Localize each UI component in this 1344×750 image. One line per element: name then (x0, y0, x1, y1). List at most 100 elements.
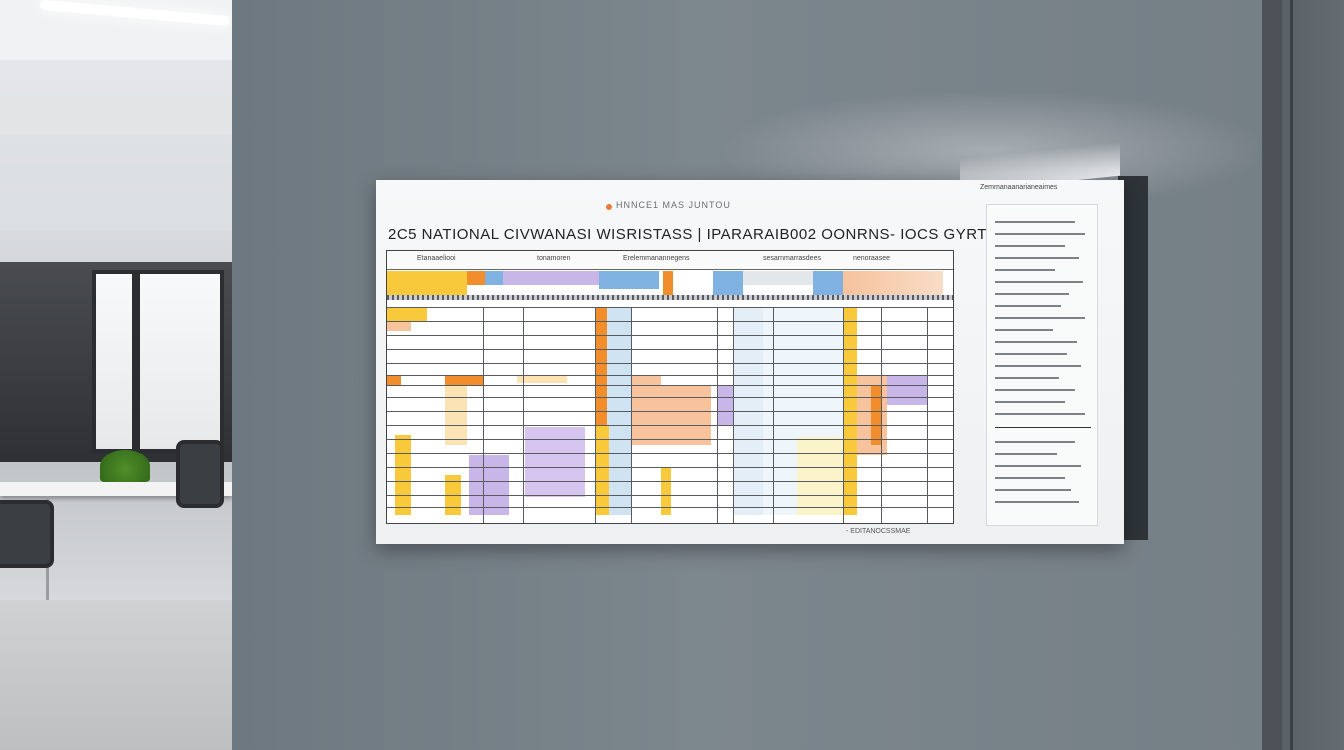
col-line (523, 307, 524, 523)
band-blue (485, 271, 503, 285)
cell-block (661, 385, 711, 445)
cell-block (395, 435, 411, 515)
cell-block (717, 385, 733, 425)
office-chair (176, 440, 224, 508)
side-line (995, 489, 1071, 491)
side-line (995, 257, 1079, 259)
row-line (387, 397, 953, 398)
ceiling-beam (0, 95, 232, 135)
row-line (387, 439, 953, 440)
col-line (631, 307, 632, 523)
wall-poster: HNNCE1 MAS JUNTOU 2C5 NATIONAL CIVWANASI… (376, 180, 1124, 544)
side-line (995, 453, 1057, 455)
cell-block (517, 375, 567, 383)
col-line (483, 307, 484, 523)
band-blue-3 (713, 271, 743, 295)
poster-footer: - EDITANOCSSMAE (846, 528, 911, 535)
row-line (387, 425, 953, 426)
office-chair-2 (0, 500, 54, 568)
row-line (387, 411, 953, 412)
row-line (387, 335, 953, 336)
cell-block (387, 375, 401, 385)
side-line (995, 413, 1085, 415)
side-panel (986, 204, 1098, 526)
office-background (0, 0, 232, 750)
window-right (136, 270, 224, 453)
ceiling-beam-2 (0, 190, 232, 230)
poster-subtitle: HNNCE1 MAS JUNTOU (616, 200, 731, 210)
row-line (387, 495, 953, 496)
band-orange-2 (663, 271, 673, 295)
floor (0, 600, 232, 750)
band-yellow (387, 271, 467, 295)
header-cell: nenoraasee (853, 255, 890, 262)
side-line (995, 269, 1055, 271)
row-line (387, 349, 953, 350)
side-line (995, 353, 1067, 355)
col-line (881, 307, 882, 523)
band-blue-2 (599, 271, 659, 289)
desk-leg (46, 496, 49, 644)
subtitle-dot (606, 204, 612, 210)
col-line (843, 307, 844, 523)
side-line (995, 305, 1061, 307)
row-line (387, 307, 953, 308)
band-lavender (503, 271, 599, 285)
side-line (995, 317, 1085, 319)
schedule-table: Etanaaeliooi tonamoren Erelemmanannegens… (386, 250, 954, 524)
row-line (387, 363, 953, 364)
window-left (92, 270, 136, 453)
side-line (995, 465, 1081, 467)
row-line (387, 321, 953, 322)
band-orange (467, 271, 485, 285)
cell-block (525, 427, 585, 497)
row-line (387, 481, 953, 482)
door-frame (1262, 0, 1282, 750)
cell-block (595, 425, 609, 515)
side-line (995, 377, 1059, 379)
side-line (995, 293, 1069, 295)
side-line (995, 221, 1075, 223)
side-line (995, 365, 1081, 367)
side-line (995, 401, 1065, 403)
col-line (717, 307, 718, 523)
side-line (995, 389, 1075, 391)
table-header: Etanaaeliooi tonamoren Erelemmanannegens… (387, 251, 953, 270)
cell-block (887, 375, 927, 405)
table-rows (387, 307, 953, 523)
poster-title: 2C5 NATIONAL CIVWANASI WISRISTASS | IPAR… (388, 226, 999, 243)
side-line (995, 281, 1083, 283)
header-cell: Etanaaeliooi (417, 255, 456, 262)
side-line (995, 501, 1079, 503)
col-line (595, 307, 596, 523)
band-blue-4 (813, 271, 843, 295)
side-line (995, 341, 1077, 343)
band-tick-strip (387, 295, 953, 300)
cell-block (661, 467, 671, 515)
side-line (995, 441, 1075, 443)
header-cell: tonamoren (537, 255, 571, 262)
cell-block (469, 455, 509, 515)
row-line (387, 385, 953, 386)
header-cell: sesarnmarrasdees (763, 255, 821, 262)
cell-block (797, 437, 843, 515)
col-line (773, 307, 774, 523)
cell-block (387, 321, 411, 331)
row-line (387, 375, 953, 376)
side-line (995, 329, 1053, 331)
door-edge (1290, 0, 1293, 750)
col-line (733, 307, 734, 523)
cell-block (387, 307, 427, 321)
cell-block (445, 385, 467, 445)
desk (0, 482, 232, 496)
side-divider (995, 427, 1091, 428)
band-grey (743, 271, 813, 285)
plant (100, 450, 150, 482)
cell-block (445, 375, 483, 385)
side-line (995, 233, 1085, 235)
side-line (995, 477, 1065, 479)
side-panel-heading: Zemmanaanarianeaimes (980, 184, 1058, 191)
col-line (927, 307, 928, 523)
row-line (387, 507, 953, 508)
